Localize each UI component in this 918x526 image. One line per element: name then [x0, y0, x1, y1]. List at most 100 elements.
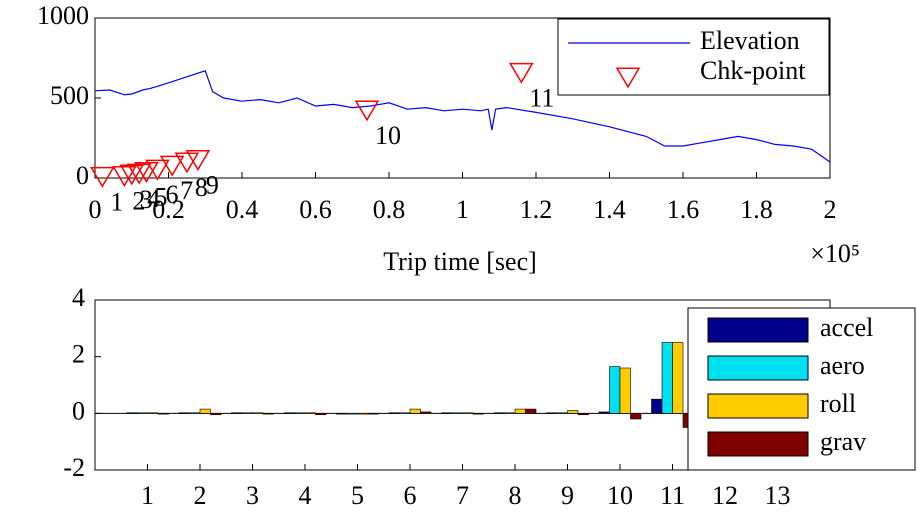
bar [283, 412, 295, 414]
x-tick-label: 1.4 [593, 195, 626, 224]
y-tick-label: 4 [72, 283, 85, 312]
bar [399, 412, 411, 414]
bar [546, 412, 558, 414]
checkpoint-label: 7 [180, 176, 193, 205]
bar [462, 412, 474, 414]
checkpoint-label: 10 [375, 121, 401, 150]
bar [472, 413, 484, 415]
bar [661, 342, 673, 414]
x-tick-label: 7 [456, 481, 469, 510]
elevation-line [94, 70, 831, 163]
bar [336, 413, 348, 415]
checkpoint-marker [508, 62, 534, 84]
bar [598, 411, 610, 414]
legend-swatch [707, 317, 809, 343]
x-tick-label: 1.8 [740, 195, 773, 224]
bar [136, 412, 148, 414]
x-tick-label: 0.2 [152, 195, 185, 224]
bar [178, 412, 190, 414]
bar [409, 408, 421, 414]
checkpoint-marker [354, 100, 380, 122]
y-tick-label: 0 [72, 396, 85, 425]
x-tick-label: 6 [404, 481, 417, 510]
bar [241, 412, 253, 414]
bar [672, 342, 684, 414]
x-tick-label: 1.6 [667, 195, 700, 224]
bar [504, 412, 516, 414]
x-tick-label: 13 [765, 481, 791, 510]
bar [441, 412, 453, 414]
bar [451, 412, 463, 414]
bar [126, 412, 138, 414]
legend-label: grav [820, 427, 866, 456]
checkpoint-label: 1 [110, 187, 123, 216]
checkpoint-marker [90, 166, 115, 188]
bar [357, 413, 369, 415]
x-tick-label: 0.6 [299, 195, 332, 224]
bar [651, 398, 663, 414]
bar [157, 413, 169, 415]
bar [367, 413, 379, 415]
bar [493, 412, 505, 414]
x-tick-label: 11 [660, 481, 685, 510]
checkpoint-label: 11 [529, 83, 554, 112]
y-tick-label: 1000 [37, 1, 89, 30]
x-tick-label: 1 [141, 481, 154, 510]
x-tick-label: 2 [194, 481, 207, 510]
legend-label: aero [820, 351, 865, 380]
legend-label: roll [820, 389, 856, 418]
x-tick-label: 2 [824, 195, 837, 224]
y-tick-label: 500 [50, 81, 89, 110]
checkpoint-marker [112, 166, 137, 187]
x-tick-label: 1.2 [520, 195, 553, 224]
x-tick-label: 1 [456, 195, 469, 224]
checkpoint-marker [145, 159, 170, 181]
bar [630, 413, 642, 420]
legend-swatch [707, 355, 809, 381]
checkpoint-marker [126, 163, 152, 185]
x-axis-label: Trip time [sec] [383, 247, 537, 276]
y-tick-label: 2 [72, 340, 85, 369]
checkpoint-label: 8 [195, 173, 208, 202]
x-tick-label: 12 [712, 481, 738, 510]
bar [231, 412, 243, 414]
bar [315, 413, 327, 416]
x-tick-label: 9 [561, 481, 574, 510]
x-multiplier: ×10⁵ [810, 239, 860, 268]
legend-label: Chk-point [700, 56, 806, 85]
y-tick-label: -2 [63, 453, 85, 482]
bar [567, 410, 579, 414]
checkpoint-label: 5 [154, 183, 167, 212]
bar [525, 408, 537, 414]
legend-box [557, 18, 830, 96]
bar [514, 408, 526, 414]
checkpoint-label: 4 [147, 184, 160, 213]
checkpoint-marker [185, 150, 211, 171]
checkpoint-label: 9 [206, 171, 219, 200]
bar [210, 413, 222, 416]
x-tick-label: 4 [299, 481, 312, 510]
legend-swatch [707, 431, 809, 457]
bar [147, 412, 159, 414]
bar [199, 408, 211, 414]
bar [619, 367, 631, 414]
legend-label: accel [820, 313, 873, 342]
bar [388, 412, 400, 414]
checkpoint-label: 3 [140, 185, 153, 214]
checkpoint-marker [174, 152, 200, 174]
checkpoint-marker [134, 162, 159, 183]
bar [304, 412, 316, 414]
bar [189, 412, 201, 414]
bar [577, 413, 589, 416]
y-tick-label: 0 [76, 161, 89, 190]
checkpoint-marker [159, 155, 185, 177]
bar [294, 412, 306, 414]
x-tick-label: 0.8 [373, 195, 406, 224]
x-tick-label: 3 [246, 481, 259, 510]
bar [609, 366, 621, 414]
bar [262, 413, 274, 415]
legend-swatch [707, 393, 809, 419]
legend-label: Elevation [700, 26, 800, 55]
checkpoint-label: 2 [132, 187, 145, 216]
